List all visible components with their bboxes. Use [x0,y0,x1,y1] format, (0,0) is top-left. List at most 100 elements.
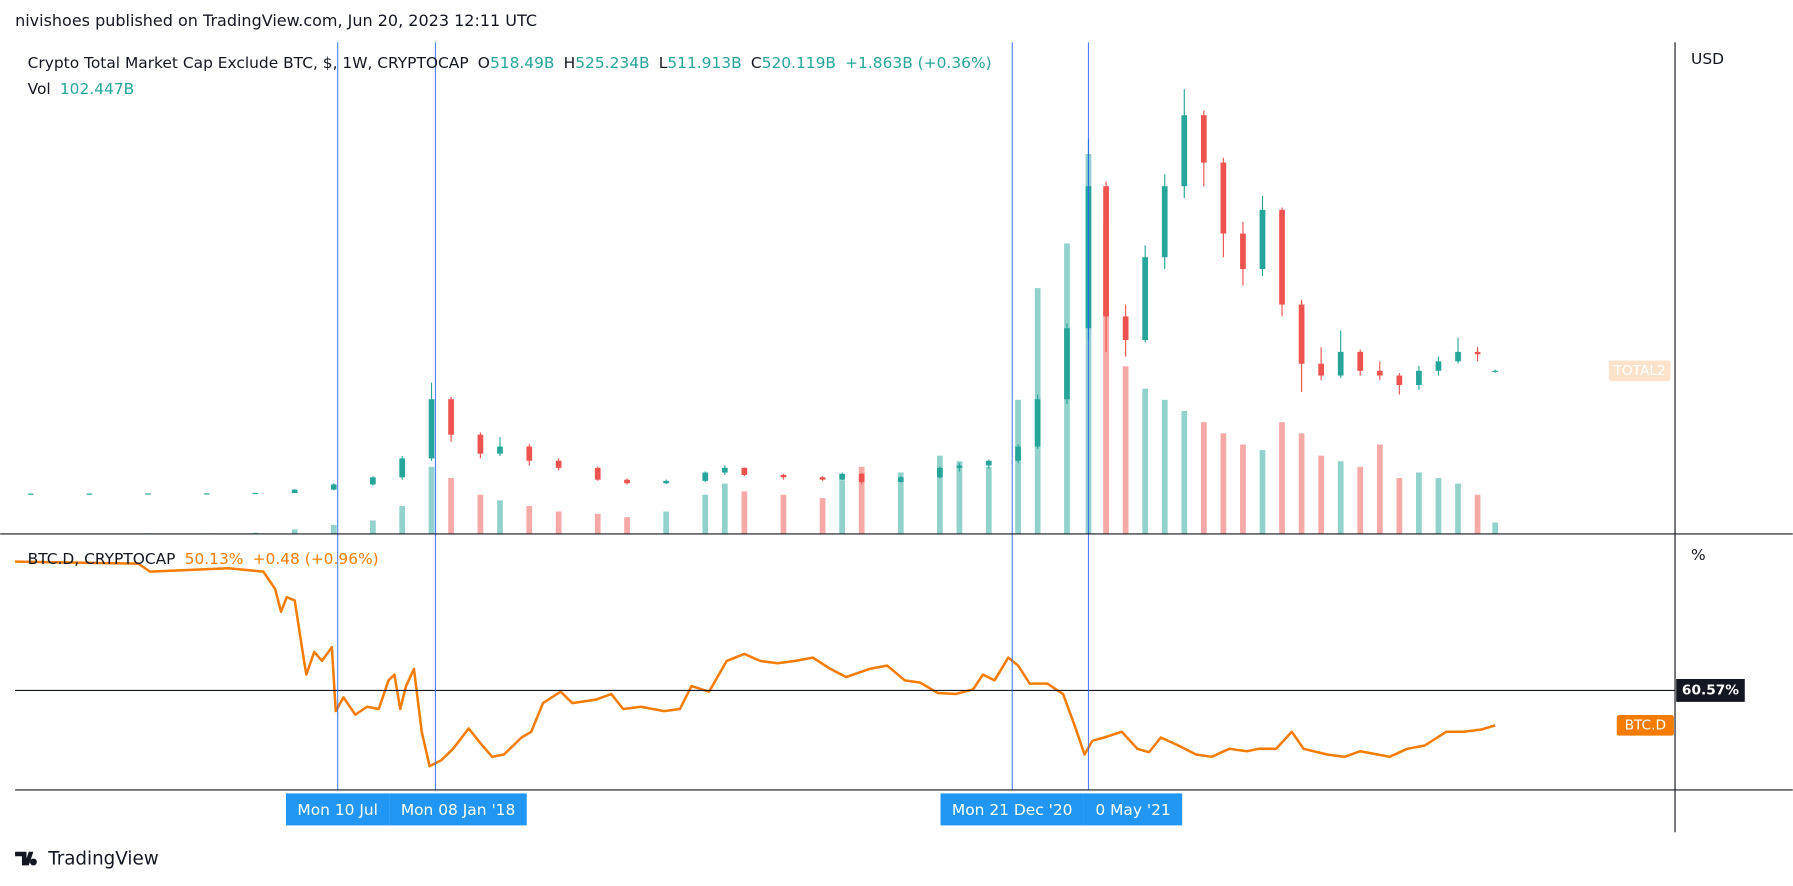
volume-bar [477,494,484,534]
volume-label: Vol [28,80,51,98]
volume-bar [448,478,454,534]
btcd-line [15,560,1496,768]
candle-body [780,474,787,478]
price-label: TOTAL2 [1612,363,1665,379]
volume-bar [1396,478,1403,534]
legend-h: 525.234B [575,53,649,71]
candle-body [399,458,406,478]
candle-body [1259,209,1266,270]
series-label-box [1616,715,1674,736]
candle-body [956,465,963,468]
volume-bar [741,491,748,534]
candle-body [624,479,630,484]
volume-bar [1337,461,1344,534]
candle-body [330,484,337,490]
candle-body [1357,351,1364,371]
volume-bar [370,520,376,534]
main-legend: Crypto Total Market Cap Exclude BTC, $, … [28,53,992,71]
candle-body [252,492,259,495]
legend-l: 511.913B [667,53,741,71]
volume-bar [819,498,826,534]
volume-bar [702,494,709,534]
date-label: Mon 08 Jan '18 [401,801,515,819]
candle-body [897,477,904,483]
candle-body [86,493,93,495]
legend-h-label: H [564,53,576,71]
volume-bar [858,466,865,534]
candle-body [937,467,943,478]
candle-body [1318,363,1325,376]
volume-bar [399,505,406,534]
candle-body [27,493,34,495]
legend-l-label: L [659,53,668,71]
legend-c: 520.119B [762,53,836,71]
candle-body [1161,186,1168,258]
candle-body [145,493,151,495]
candle-body [1220,162,1227,234]
volume-bar [839,480,845,534]
candle-body [1015,446,1021,461]
brand-logo: TradingView [15,849,159,870]
legend-o: 518.49B [490,53,555,71]
volume-bar [1015,399,1021,534]
volume-bar [1279,422,1285,534]
volume-bar [1240,444,1246,534]
btcd-change: +0.48 (+0.96%) [253,550,379,568]
volume-legend: Vol 102.447B [28,80,135,98]
volume-bar [897,472,904,534]
legend-change: +1.863B (+0.36%) [845,53,992,71]
candle-body [1396,375,1403,386]
volume-bar [1474,494,1481,534]
volume-bar [1318,455,1325,534]
volume-bar [526,505,533,534]
candle-body [526,446,533,461]
candle-body [985,460,992,466]
volume-bar [985,466,992,534]
candle-body [741,467,748,475]
volume-bar [956,461,963,534]
date-label: 0 May '21 [1095,801,1170,819]
candle-body [1103,186,1109,317]
volume-bar [1220,433,1227,534]
volume-bar [1181,410,1188,534]
volume-bar [1200,422,1207,534]
volume-bar [1492,522,1499,534]
candle-body [663,480,670,484]
candle-body [1337,351,1344,376]
candle-body [370,477,376,485]
publish-caption: nivishoes published on TradingView.com, … [15,11,537,30]
candle-body [819,477,826,480]
candle-body [702,472,709,481]
date-label-box [940,793,1084,826]
volume-bar [937,455,943,534]
crosshair-label-box [1676,679,1745,702]
date-label: Mon 10 Jul [297,801,378,819]
candle-body [839,473,845,480]
candle-body [1298,304,1305,364]
candle-body [448,399,454,435]
volume-bar [330,524,337,534]
volume-bar [1435,478,1442,534]
volume-bar [1357,466,1364,534]
volume-layer [27,154,1499,534]
series-label: BTC.D [1625,717,1666,733]
date-label-box [389,793,527,826]
volume-bar [1298,433,1305,534]
date-label-box [285,793,390,826]
candle-body [1240,233,1246,270]
volume-bar [428,466,435,534]
candle-body [1064,328,1070,400]
candle-body [858,473,865,483]
volume-bar [1455,483,1461,534]
volume-bar [1416,472,1422,534]
legend-c-label: C [751,53,762,71]
marks-layer [15,89,1499,768]
candle-body [721,467,728,473]
candle-body [428,399,435,459]
volume-bar [1122,366,1129,534]
volume-bar [291,529,298,534]
overlay-layer: TOTAL2 BTC.D 60.57% Mon 10 Jul Mon 08 Jan '1… [15,42,1745,826]
price-label-box [1608,360,1671,382]
volume-bar [497,500,503,534]
